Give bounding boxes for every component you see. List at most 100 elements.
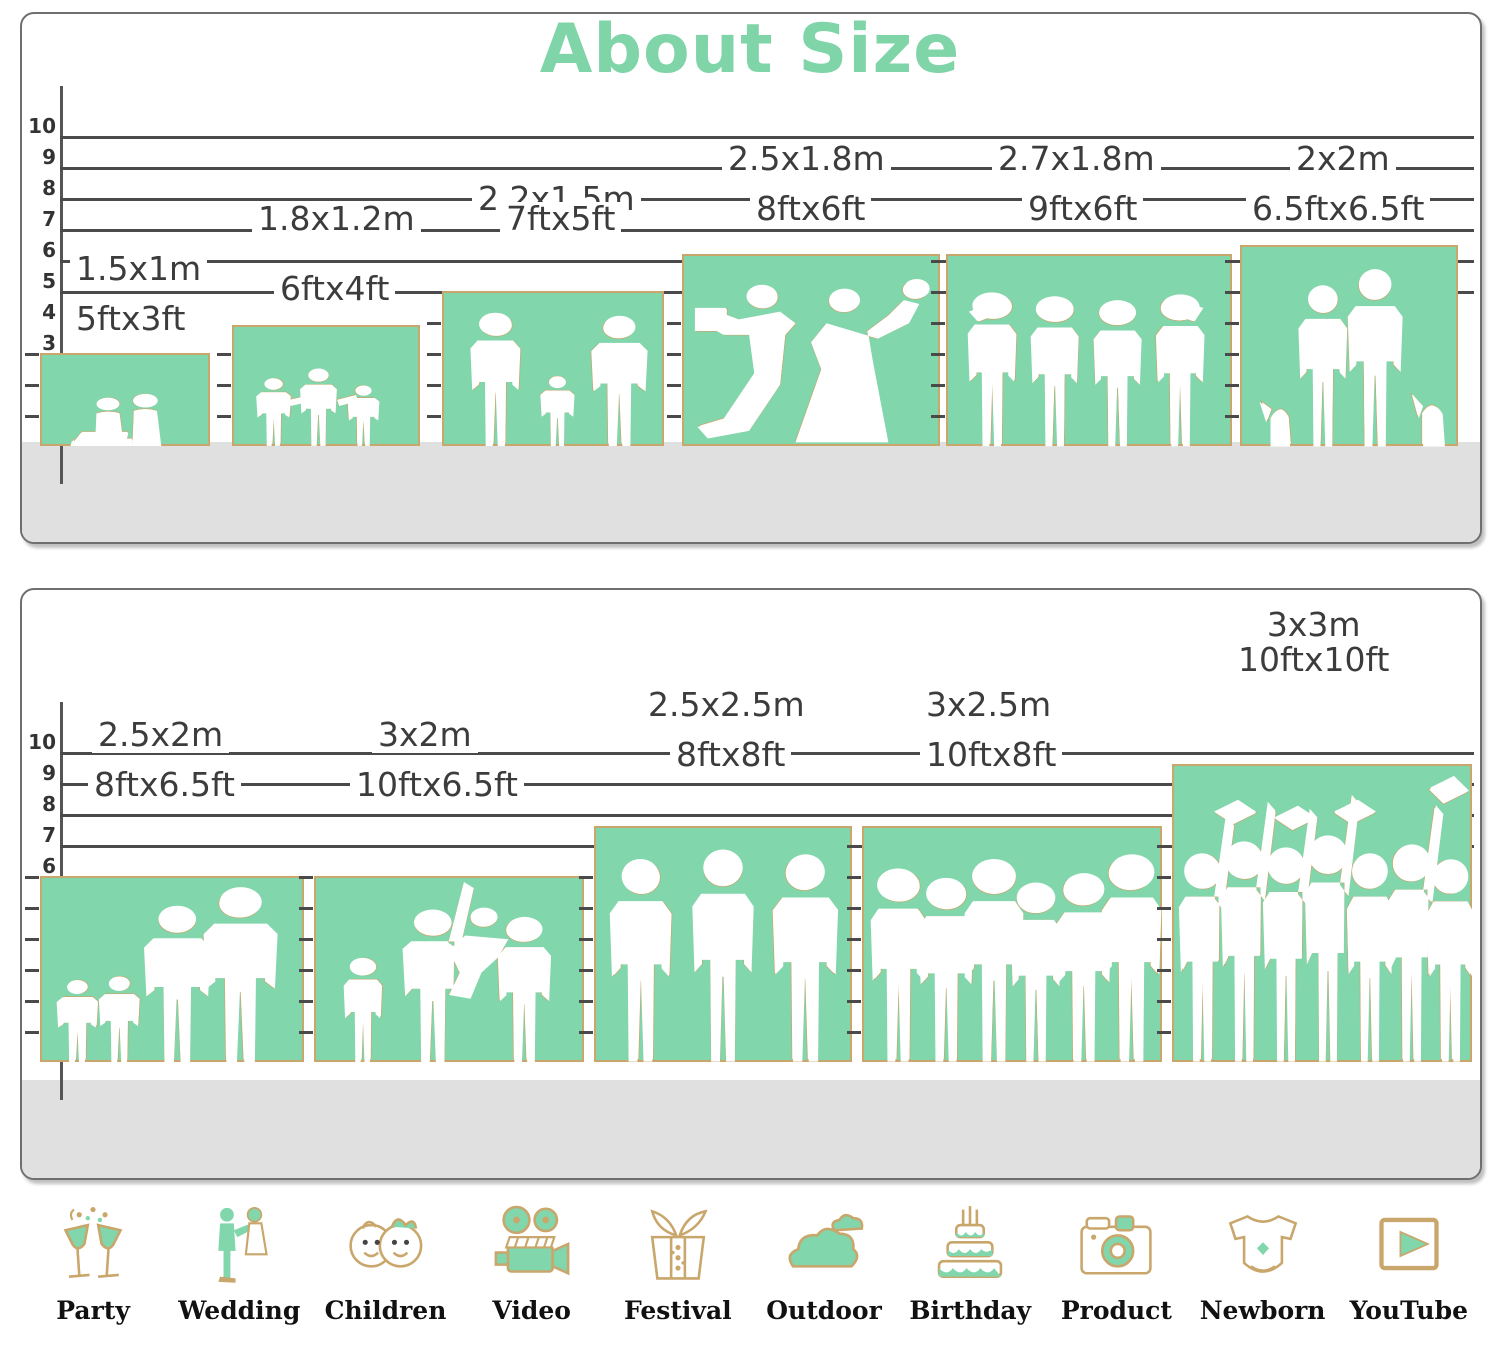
backdrop-6-5ftx6-5ft	[1240, 244, 1458, 446]
backdrop-edge-tick	[1225, 353, 1239, 356]
usage-icon-outdoor[interactable]: Outdoor	[759, 1196, 889, 1325]
ruler-tick-label: 5	[42, 269, 56, 293]
usage-icon-children[interactable]: Children	[320, 1196, 450, 1325]
usage-icon-festival[interactable]: Festival	[613, 1196, 743, 1325]
backdrop-edge-tick	[931, 353, 945, 356]
backdrop-10ftx6-5ft	[314, 876, 584, 1062]
ruler-tick-label: 10	[28, 730, 56, 754]
backdrop-8ftx6-5ft	[40, 876, 304, 1062]
ruler-tick-label: 7	[42, 823, 56, 847]
usage-icon-product[interactable]: Product	[1051, 1196, 1181, 1325]
backdrop-edge-tick	[299, 938, 313, 941]
ruler-tick-label: 9	[42, 761, 56, 785]
ruler-gridline	[60, 783, 1474, 786]
usage-icon-label: Wedding	[178, 1296, 301, 1325]
backdrop-edge-tick	[931, 260, 945, 263]
backdrop-10ftx10ft	[1172, 764, 1472, 1062]
birthday-cake-icon	[927, 1196, 1013, 1292]
silhouette-group	[42, 355, 208, 444]
ruler-tick-label: 8	[42, 792, 56, 816]
silhouette-group	[444, 293, 662, 444]
floor-bottom	[22, 1080, 1480, 1178]
usage-icon-wedding[interactable]: Wedding	[174, 1196, 304, 1325]
backdrop-edge-tick	[25, 938, 39, 941]
backdrop-edge-tick	[299, 907, 313, 910]
backdrop-edge-tick	[579, 845, 593, 848]
silhouette-group	[1174, 766, 1470, 1060]
size-callout-imperial: 5ftx3ft	[70, 301, 192, 337]
ruler-axis	[60, 86, 63, 484]
usage-icon-label: Video	[492, 1296, 571, 1325]
silhouette-group	[948, 256, 1230, 444]
ruler-tick-label: 4	[42, 300, 56, 324]
backdrop-edge-tick	[217, 384, 231, 387]
ruler-tick-label: 3	[42, 331, 56, 355]
size-callout-imperial: 10ftx6.5ft	[350, 767, 524, 803]
silhouette-group	[1242, 247, 1456, 444]
ruler-gridline	[60, 229, 1474, 232]
backdrop-edge-tick	[579, 969, 593, 972]
cloud-icon	[781, 1196, 867, 1292]
backdrop-edge-tick	[25, 353, 39, 356]
usage-icon-label: Children	[324, 1296, 447, 1325]
size-callout-metric: 1.8x1.2m	[252, 201, 421, 237]
backdrop-edge-tick	[579, 1000, 593, 1003]
silhouette-group	[596, 828, 850, 1060]
usage-icon-label: Party	[56, 1296, 130, 1325]
backdrop-edge-tick	[25, 415, 39, 418]
size-callout: 3x3m 10ftx10ft	[1232, 607, 1396, 678]
backdrop-edge-tick	[427, 384, 441, 387]
ruler-tick-label: 7	[42, 207, 56, 231]
play-button-icon	[1366, 1196, 1452, 1292]
wedding-couple-icon	[196, 1196, 282, 1292]
usage-icon-video[interactable]: Video	[467, 1196, 597, 1325]
size-callout-metric: 1.5x1m	[70, 251, 208, 287]
backdrop-edge-tick	[667, 260, 681, 263]
backdrop-5ftx3ft	[40, 353, 210, 446]
usage-icon-label: Outdoor	[766, 1296, 882, 1325]
size-callout-metric: 2x2m	[1290, 141, 1396, 177]
backdrop-edge-tick	[847, 1031, 861, 1034]
usage-icon-birthday[interactable]: Birthday	[905, 1196, 1035, 1325]
backdrop-8ftx6ft	[682, 253, 940, 446]
size-callout-imperial: 10ftx8ft	[920, 737, 1063, 773]
size-callout-imperial: 6ftx4ft	[274, 271, 396, 307]
backdrop-edge-tick	[1225, 415, 1239, 418]
size-panel-bottom: 109876543212.5x2m8ftx6.5ft3x2m10ftx6.5ft…	[20, 588, 1482, 1180]
silhouette-group	[234, 327, 418, 444]
backdrop-edge-tick	[1157, 876, 1171, 879]
size-callout-imperial: 9ftx6ft	[1022, 191, 1144, 227]
silhouette-group	[42, 878, 302, 1060]
backdrop-edge-tick	[847, 876, 861, 879]
camera-icon	[1073, 1196, 1159, 1292]
floor-top	[22, 442, 1480, 542]
backdrop-edge-tick	[579, 1031, 593, 1034]
ruler-tick-label: 9	[42, 145, 56, 169]
size-callout-imperial: 6.5ftx6.5ft	[1246, 191, 1431, 227]
backdrop-edge-tick	[847, 938, 861, 941]
backdrop-edge-tick	[427, 291, 441, 294]
backdrop-edge-tick	[579, 907, 593, 910]
backdrop-edge-tick	[25, 969, 39, 972]
usage-icon-youtube[interactable]: YouTube	[1344, 1196, 1474, 1325]
size-callout-imperial: 8ftx6ft	[750, 191, 872, 227]
backdrop-edge-tick	[1157, 783, 1171, 786]
backdrop-edge-tick	[667, 322, 681, 325]
backdrop-edge-tick	[299, 1000, 313, 1003]
backdrop-edge-tick	[847, 1000, 861, 1003]
ruler-tick-label: 6	[42, 238, 56, 262]
backdrop-edge-tick	[299, 876, 313, 879]
ruler-gridline	[60, 136, 1474, 139]
size-callout-metric: 2.5x2.5m	[642, 687, 811, 723]
usage-icon-party[interactable]: Party	[28, 1196, 158, 1325]
backdrop-edge-tick	[931, 291, 945, 294]
backdrop-edge-tick	[299, 1031, 313, 1034]
backdrop-edge-tick	[579, 876, 593, 879]
usage-icon-label: Festival	[624, 1296, 732, 1325]
size-callout-metric: 2.5x1.8m	[722, 141, 891, 177]
backdrop-edge-tick	[667, 384, 681, 387]
backdrop-edge-tick	[1157, 1031, 1171, 1034]
usage-icon-newborn[interactable]: Newborn	[1198, 1196, 1328, 1325]
usage-icon-label: Product	[1060, 1296, 1172, 1325]
backdrop-6ftx4ft	[232, 325, 420, 446]
